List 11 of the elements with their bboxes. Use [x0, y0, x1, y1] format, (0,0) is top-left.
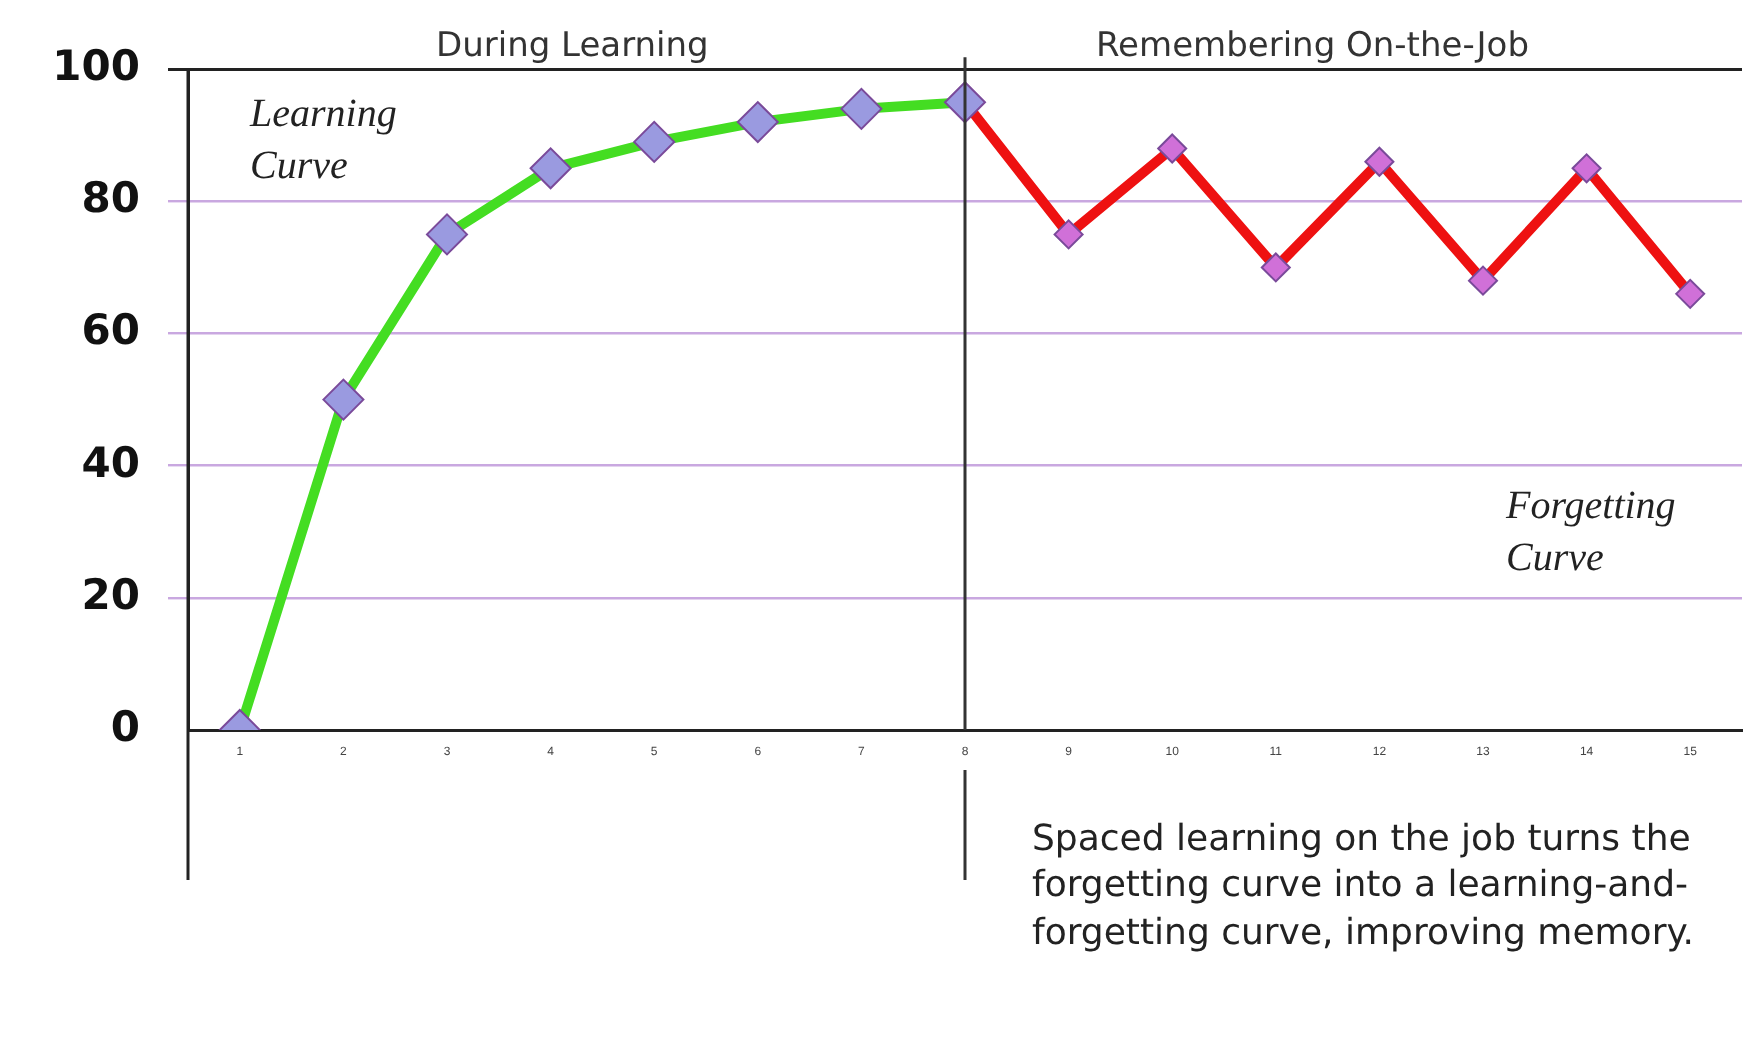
y-tick-label: 100 — [52, 42, 140, 91]
y-tick-label: 60 — [81, 306, 140, 355]
annotation: Learning Curve — [250, 90, 399, 192]
y-tick-label: 0 — [110, 702, 140, 751]
text: During Learning — [436, 24, 709, 69]
y-tick-label: 40 — [81, 438, 140, 487]
y-tick-label: 80 — [81, 174, 140, 223]
text: Spaced learning on the job turns the forgetting curve into a learning-and-forgetting curve, improving memory. — [1032, 816, 1697, 957]
text: Remembering On-the-Job — [1096, 24, 1529, 69]
y-tick-label: 20 — [81, 570, 140, 619]
annotation: Forgetting Curve — [1506, 482, 1678, 584]
